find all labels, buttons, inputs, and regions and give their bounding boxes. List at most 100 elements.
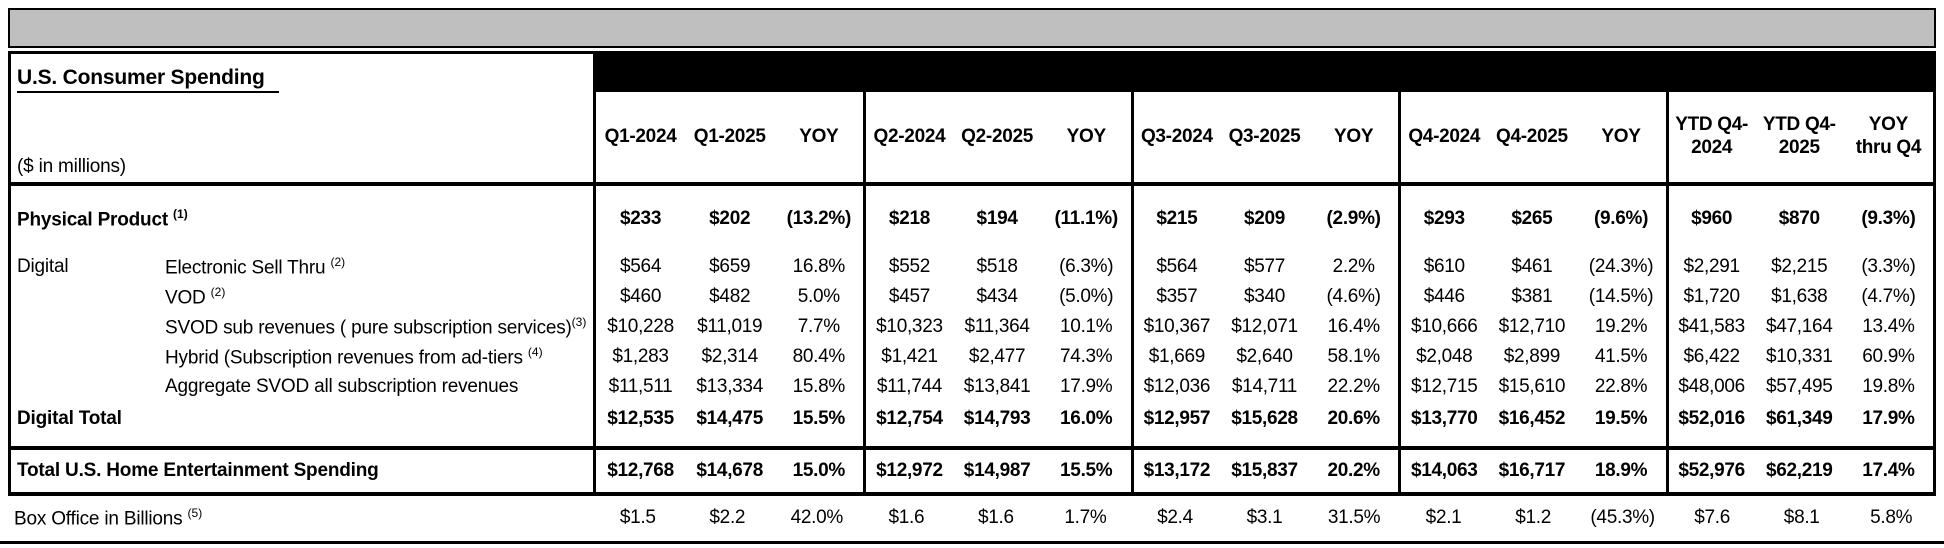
data-cell: 17.4% [1862,460,1915,481]
empty-cell [1309,186,1398,202]
data-cell: $6,422 [1665,342,1755,372]
total-row-slot: Total U.S. Home Entertainment Spending $1… [11,446,1933,492]
empty-cell [953,436,1042,446]
data-cell: $564 [1130,252,1220,282]
data-cell: $460 [620,286,662,307]
data-cell: $2,291 [1665,252,1755,282]
empty-cell [596,436,685,446]
data-cell: 16.0% [1060,408,1113,429]
data-cell: 15.8% [792,376,846,397]
header-cell: Q3-2025 [1228,125,1301,147]
data-cell: 1.7% [1064,507,1107,528]
empty-cell [953,236,1042,252]
empty-cell [596,236,685,252]
data-cell: $1.6 [888,507,925,528]
empty-cell [1665,236,1755,252]
data-cell: 20.6% [1327,408,1380,429]
data-cell: 74.3% [1060,346,1113,367]
data-cell: $518 [976,256,1018,277]
data-cell: $293 [1398,202,1487,236]
data-cell: $209 [1243,208,1286,229]
data-cell: 19.5% [1594,408,1648,429]
data-cell: $12,071 [1231,316,1298,337]
row-label-cell: SVOD sub revenues ( pure subscription se… [11,312,596,342]
data-cell: 60.9% [1862,346,1915,367]
data-cell: 15.5% [1060,460,1113,481]
empty-cell [1398,186,1487,202]
data-cell: $202 [709,208,751,229]
row-label-cell: Hybrid (Subscription revenues from ad-ti… [11,342,596,372]
empty-cell [1487,436,1576,446]
data-cell: (11.1%) [1054,208,1119,229]
data-cell: 10.1% [1060,316,1113,337]
data-cell: $12,036 [1130,372,1220,402]
header-cell: Q1-2024 [604,125,677,147]
data-cell: $48,006 [1665,372,1755,402]
footnote-ref: (3) [571,314,587,329]
footnote-ref: (4) [527,344,543,359]
header-cell: Q2-2024 [863,92,952,182]
data-cell: $2.2 [709,507,746,528]
data-cell: 16.4% [1327,316,1380,337]
empty-cell [1398,236,1487,252]
data-cell: $14,793 [963,408,1031,429]
data-cell: $1.2 [1515,507,1551,528]
data-cell: $1.6 [978,507,1014,528]
header-cell: YTD Q4- 2025 [1762,114,1836,158]
data-cell: $446 [1398,282,1487,312]
empty-cell [1844,186,1933,202]
data-cell: $13,172 [1130,450,1220,492]
empty-cell [1220,236,1309,252]
data-cell: 80.4% [792,346,846,367]
data-cell: (4.6%) [1326,286,1381,307]
data-cell: $1,421 [863,342,952,372]
data-cell: $552 [863,252,952,282]
table-title-cell: U.S. Consumer Spending ($ in millions) [11,54,596,182]
table-header-row: U.S. Consumer Spending ($ in millions) Q… [11,54,1933,186]
data-cell: $14,475 [696,408,763,429]
data-cell: $659 [709,256,751,277]
data-cell: (4.7%) [1861,286,1916,307]
empty-cell [1755,186,1844,202]
empty-cell [863,236,952,252]
data-cell: (5.0%) [1059,286,1114,307]
data-cell: $14,987 [963,460,1031,481]
bottom-rule [0,541,1944,544]
data-cell: $47,164 [1765,316,1833,337]
data-cell: 5.8% [1870,507,1913,528]
table-row: Aggregate SVOD all subscription revenues… [11,372,1933,402]
empty-cell [953,186,1042,202]
data-cell: $960 [1665,202,1755,236]
data-cell: $10,367 [1130,312,1220,342]
data-cell: $215 [1130,202,1220,236]
data-cell: 7.7% [797,316,840,337]
data-cell: 18.9% [1594,460,1648,481]
empty-cell [685,186,774,202]
data-cell: $2.4 [1157,507,1193,528]
data-cell: $12,957 [1130,402,1220,436]
empty-cell [1220,436,1309,446]
data-cell: $2,314 [701,346,759,367]
empty-cell [1042,436,1131,446]
header-cell: YOY [1066,125,1107,147]
data-cell: $357 [1130,282,1220,312]
empty-cell [774,236,863,252]
data-cell: 15.0% [792,460,846,481]
data-cell: 19.8% [1862,376,1915,397]
row-label-cell: Aggregate SVOD all subscription revenues [11,372,596,402]
footnote-ref: (2) [330,254,346,269]
table-row [11,186,1933,202]
header-cell: YOY [1601,125,1641,147]
data-cell: 17.9% [1862,408,1915,429]
empty-cell [1755,436,1844,446]
column-headers: Q1-2024 Q1-2025 YOY Q2-2024 Q2-2025 YOY Q3-202… [596,54,1933,182]
row-label: VOD (2) [165,284,226,309]
header-cell: Q2-2025 [961,125,1034,147]
footnote-ref: (1) [173,206,188,221]
data-cell: 22.8% [1594,376,1648,397]
row-label: Physical Product (1) [17,206,188,231]
data-cell: $13,841 [963,376,1031,397]
empty-cell [1130,186,1220,202]
data-cell: $1,638 [1771,286,1828,307]
empty-cell [1844,436,1933,446]
